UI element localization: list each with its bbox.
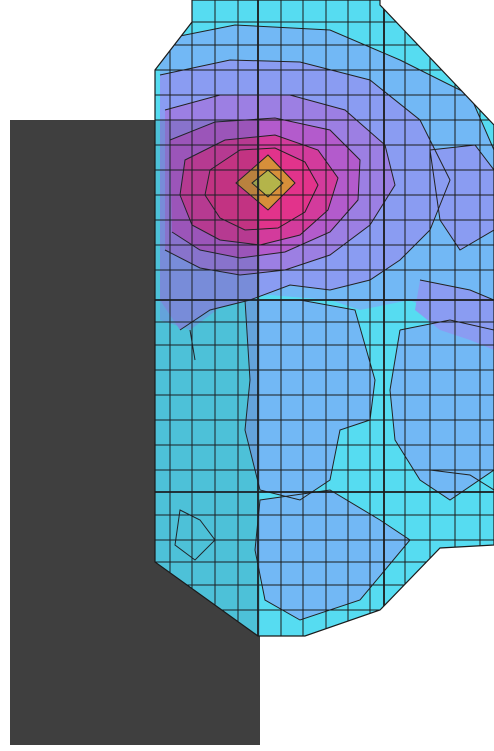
field-outline — [154, 0, 494, 637]
contour-field — [155, 0, 494, 636]
level-light-blue-bottom — [255, 490, 410, 620]
level-light-blue-right — [390, 320, 494, 500]
overlap-shade — [155, 120, 260, 636]
level-light-blue-mid — [245, 300, 375, 500]
